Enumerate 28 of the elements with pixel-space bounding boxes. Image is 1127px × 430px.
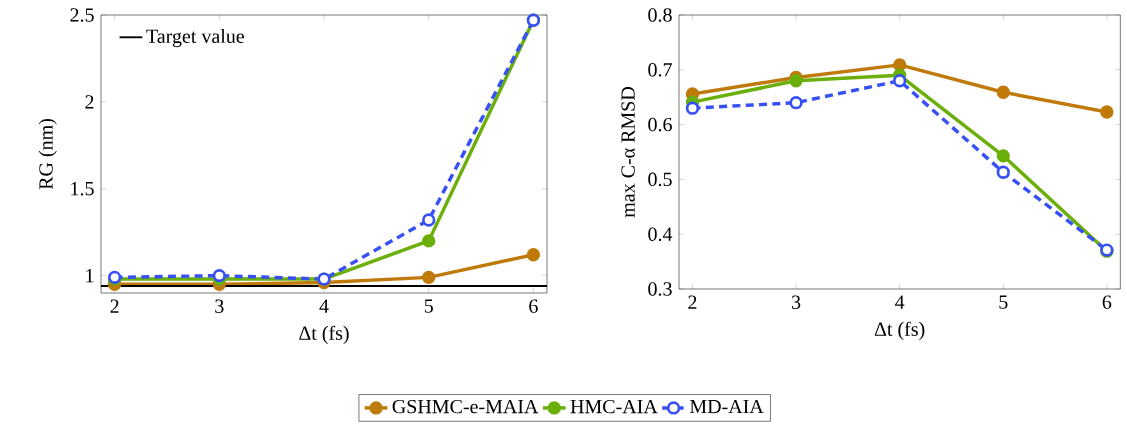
x-tick-label: 5 [424, 299, 433, 313]
legend-label: GSHMC-e-MAIA [392, 399, 539, 414]
y-tick-label: 0.7 [648, 63, 672, 77]
x-tick-label: 5 [999, 295, 1008, 309]
legend-label: MD-AIA [689, 399, 764, 414]
legend-label: HMC-AIA [570, 399, 658, 414]
x-tick-label: 3 [215, 299, 224, 313]
y-tick-label: 2 [85, 95, 94, 109]
y-tick-label: 0.4 [648, 227, 673, 242]
legend-label: Target value [146, 28, 245, 48]
x-tick-label: 4 [895, 295, 905, 309]
y-tick-label: 2.5 [70, 8, 94, 22]
y-tick-label: 1.5 [71, 182, 94, 196]
y-tick-label: 0.3 [648, 282, 672, 296]
x-tick-label: 6 [1102, 295, 1112, 309]
x-tick-label: 6 [529, 299, 538, 313]
y-axis-title: RG (nm) [38, 119, 57, 190]
x-tick-label: 4 [319, 299, 329, 313]
x-axis-title: Δt (fs) [299, 325, 349, 344]
x-tick-label: 2 [688, 295, 697, 309]
x-tick-label: 2 [110, 299, 119, 313]
y-axis-title: max C-α RMSD [621, 87, 635, 218]
x-tick-label: 3 [792, 295, 801, 309]
y-tick-label: 0.6 [648, 117, 672, 132]
y-tick-label: 0.5 [648, 172, 672, 187]
y-tick-label: 1 [86, 269, 94, 283]
y-tick-label: 0.8 [648, 8, 672, 22]
x-axis-title: Δt (fs) [874, 321, 925, 340]
